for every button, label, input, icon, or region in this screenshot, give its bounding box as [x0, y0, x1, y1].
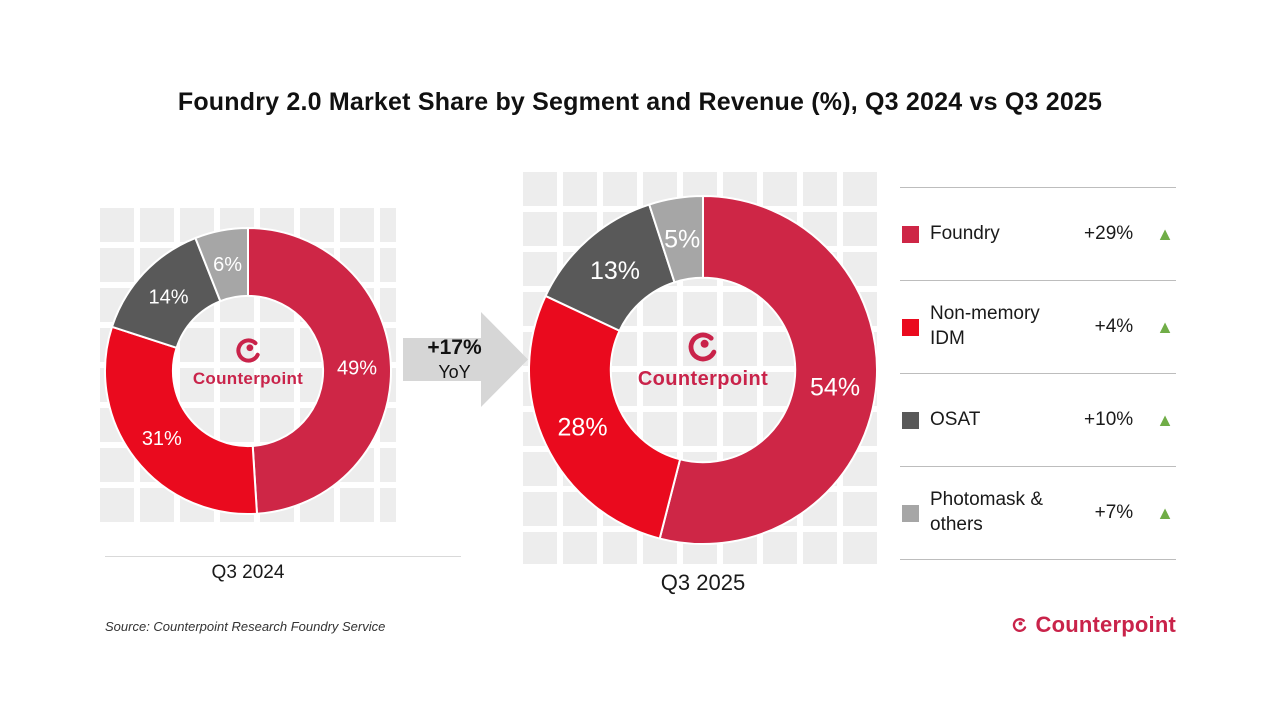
counterpoint-footer-logo: Counterpoint [1012, 612, 1176, 638]
yoy-growth-text: +17% YoY [403, 312, 528, 407]
yoy-growth-arrow: +17% YoY [403, 312, 528, 407]
legend-swatch-non-memory-idm [902, 318, 919, 336]
slice-value-label: 5% [664, 225, 700, 253]
legend-change: +4% [1094, 316, 1134, 337]
counterpoint-wordmark: Counterpoint [1035, 612, 1176, 637]
up-triangle-icon: ▲ [1156, 503, 1174, 523]
slice-value-label: 28% [558, 413, 608, 441]
baseline-divider [105, 556, 461, 557]
legend-change: +7% [1094, 502, 1134, 523]
legend-swatch-photomask [902, 504, 919, 522]
x-axis-label-q3-2025: Q3 2025 [660, 570, 746, 595]
counterpoint-icon [688, 332, 718, 362]
legend-change: +10% [1084, 409, 1134, 430]
counterpoint-icon [1012, 618, 1027, 632]
counterpoint-center-logo-2025: Counterpoint [613, 331, 793, 391]
slice-value-label: 31% [142, 428, 182, 450]
up-triangle-icon: ▲ [1156, 317, 1174, 337]
legend-label: Non-memory IDM [930, 303, 1040, 349]
legend-item-foundry: Foundry +29% ▲ [900, 187, 1176, 280]
legend-swatch-foundry [902, 225, 919, 243]
slice-value-label: 14% [148, 286, 188, 308]
chart-title: Foundry 2.0 Market Share by Segment and … [177, 88, 1103, 116]
slice-value-label: 13% [590, 257, 640, 285]
yoy-growth-unit: YoY [438, 362, 471, 383]
counterpoint-center-logo-2024: Counterpoint [168, 337, 328, 389]
donut-chart-q3-2025: 54% 28% 13% 5% [528, 195, 879, 545]
source-note: Source: Counterpoint Research Foundry Se… [105, 619, 386, 634]
legend: Foundry +29% ▲ Non-memory IDM +4% ▲ OSAT… [900, 187, 1176, 560]
x-axis-label-q3-2024: Q3 2024 [211, 562, 285, 583]
donut-slice-photomask-others [648, 195, 704, 284]
donut-slice-foundry [658, 195, 879, 545]
slice-value-label: 6% [213, 254, 242, 276]
legend-label: OSAT [930, 408, 981, 430]
donut-slice-photomask-others [194, 227, 249, 303]
legend-item-non-memory-idm: Non-memory IDM +4% ▲ [900, 280, 1176, 373]
donut-chart-q3-2024: 49% 31% 14% 6% [104, 227, 393, 515]
slice-value-label: 54% [810, 373, 860, 401]
right-arrow-icon [403, 312, 528, 407]
legend-swatch-osat [902, 411, 919, 429]
yoy-growth-value: +17% [427, 336, 482, 360]
donut-slice-foundry [247, 227, 393, 515]
donut-slice-non-memory-idm [528, 294, 682, 540]
legend-change: +29% [1084, 223, 1134, 244]
counterpoint-wordmark: Counterpoint [192, 369, 304, 388]
slice-value-label: 49% [337, 358, 377, 380]
up-triangle-icon: ▲ [1156, 224, 1174, 244]
legend-label: Photomask & others [930, 489, 1043, 535]
donut-slice-non-memory-idm [104, 325, 258, 515]
counterpoint-icon [235, 338, 261, 363]
legend-label: Foundry [930, 222, 1000, 244]
legend-item-photomask-others: Photomask & others +7% ▲ [900, 466, 1176, 559]
legend-item-osat: OSAT +10% ▲ [900, 373, 1176, 466]
up-triangle-icon: ▲ [1156, 410, 1174, 430]
counterpoint-wordmark: Counterpoint [637, 368, 769, 390]
